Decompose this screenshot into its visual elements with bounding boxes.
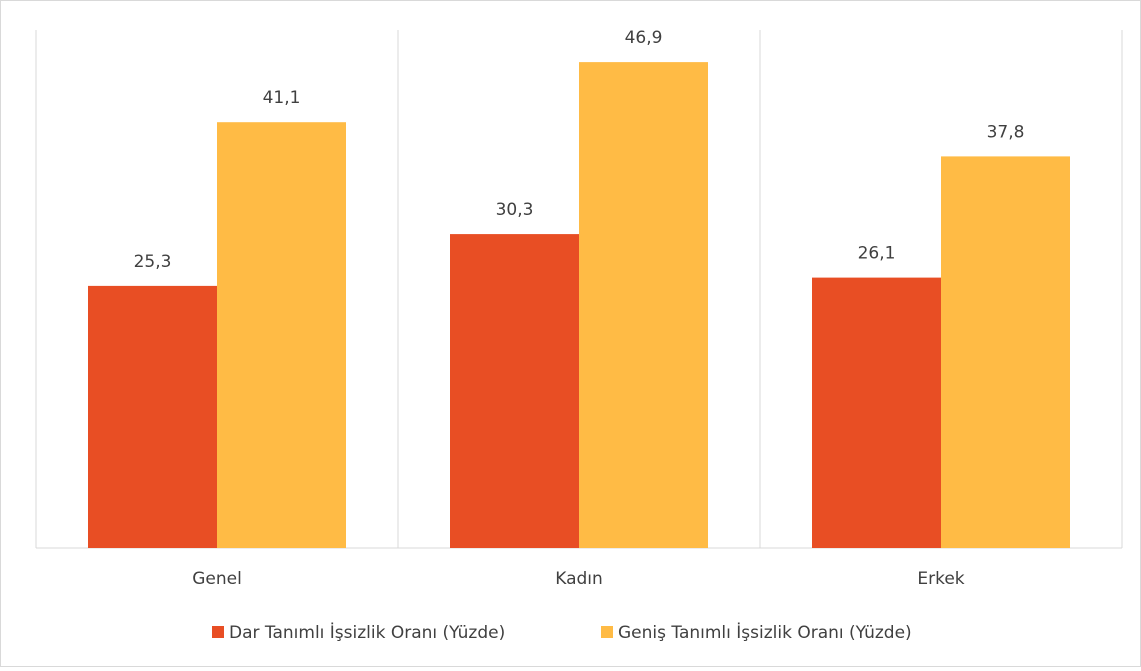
x-tick-label: Kadın [555,569,603,589]
data-label: 37,8 [987,122,1025,142]
data-label: 41,1 [263,88,301,108]
legend-swatch [212,626,224,638]
x-tick-label: Genel [192,569,242,589]
bar [450,234,579,549]
bar [88,285,217,548]
bar [579,62,708,549]
bar [812,277,941,548]
legend-label: Geniş Tanımlı İşsizlik Oranı (Yüzde) [618,622,912,643]
data-label: 30,3 [496,200,534,220]
data-label: 46,9 [625,28,663,48]
x-tick-label: Erkek [917,569,964,589]
legend-label: Dar Tanımlı İşsizlik Oranı (Yüzde) [229,622,505,643]
bar [941,156,1070,548]
legend-swatch [601,626,613,638]
data-label: 26,1 [858,244,896,264]
data-label: 25,3 [134,252,172,272]
bar [217,122,346,548]
